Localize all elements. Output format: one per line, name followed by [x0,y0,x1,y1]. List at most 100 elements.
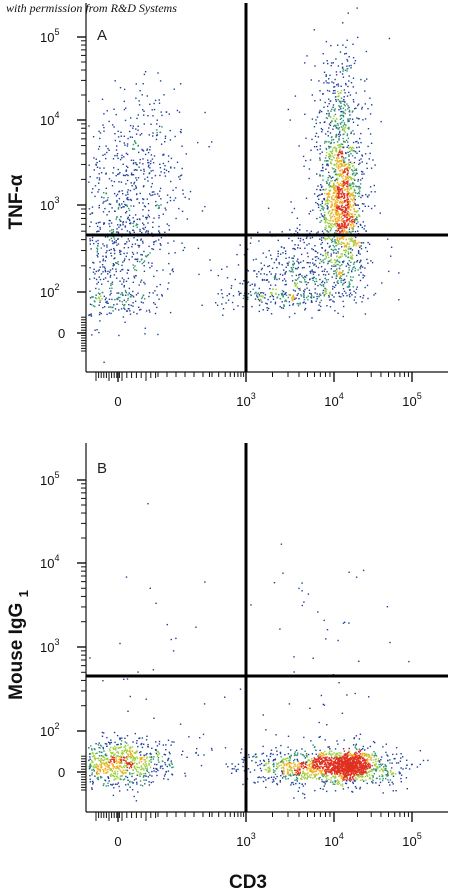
event-dot [116,744,118,746]
event-dot [357,771,360,773]
event-dot [348,120,350,122]
event-dot [358,186,361,188]
event-dot [157,750,159,753]
event-dot [271,781,274,783]
event-dot [345,177,347,179]
event-dot [328,299,331,301]
event-dot [133,311,135,313]
event-dot [134,767,137,770]
event-dot [106,763,108,765]
event-dot [346,232,349,234]
event-dot [96,177,98,179]
event-dot [134,265,136,267]
event-dot [117,130,119,132]
event-dot [311,248,313,250]
event-dot [143,123,145,125]
event-dot [120,181,123,183]
event-dot [107,280,109,283]
event-dot [317,309,320,311]
event-dot [333,265,335,268]
event-dot [139,192,141,195]
event-dot [166,765,168,768]
event-dot [302,770,304,773]
event-dot [147,115,149,117]
event-dot [134,269,136,271]
event-dot [321,270,323,272]
event-dot [342,212,344,214]
y-tick-label: 105 [40,27,59,45]
event-dot [349,150,351,153]
event-dot [141,773,143,775]
event-dot [336,182,339,184]
event-dot [315,763,318,765]
event-dot [319,157,321,159]
event-dot [98,313,101,316]
event-dot [353,167,355,169]
event-dot [307,255,309,258]
event-dot [167,288,169,290]
event-dot [344,112,346,115]
event-dot [380,764,382,766]
event-dot [372,782,374,784]
event-dot [267,298,269,301]
event-dot [158,204,160,207]
event-dot [334,113,337,116]
event-dot [136,773,139,776]
event-dot [124,225,127,227]
event-dot [353,219,356,221]
event-dot [326,164,328,166]
event-dot [330,121,332,124]
event-dot [343,180,345,183]
event-dot [392,783,394,785]
event-dot [230,285,233,287]
event-dot [348,184,350,187]
event-dot [352,170,354,172]
event-dot [127,754,130,757]
event-dot [321,760,323,763]
event-dot [121,301,123,303]
event-dot [268,281,270,283]
event-dot [92,136,95,138]
event-dot [116,153,119,155]
event-dot [153,241,156,243]
event-dot [358,192,361,195]
event-dot [361,195,364,197]
event-dot [352,178,354,180]
event-dot [353,756,355,758]
event-dot [98,296,100,298]
event-dot [329,245,331,247]
event-dot [98,204,100,207]
event-dot [169,199,172,202]
event-dot [228,293,231,295]
event-dot [98,297,101,299]
event-dot [150,194,152,197]
event-dot [330,116,332,119]
event-dot [379,212,381,214]
event-dot [282,252,284,254]
event-dot [343,225,345,228]
event-dot [154,193,156,195]
event-dot [373,772,376,775]
event-dot [340,241,343,244]
event-dot [319,283,321,286]
event-dot [347,207,349,209]
event-dot [272,763,274,766]
event-dot [307,295,309,297]
event-dot [328,222,330,224]
event-dot [152,781,154,783]
event-dot [92,305,95,307]
event-dot [181,145,183,147]
event-dot [287,771,289,773]
event-dot [335,242,337,244]
event-dot [303,241,305,244]
event-dot [332,128,334,130]
event-dot [144,766,146,768]
event-dot [332,92,334,94]
event-dot [346,173,349,175]
event-dot [345,250,348,252]
event-dot [381,282,383,284]
event-dot [110,746,112,749]
event-dot [135,742,138,744]
event-dot [114,745,116,748]
event-dot [115,175,117,177]
